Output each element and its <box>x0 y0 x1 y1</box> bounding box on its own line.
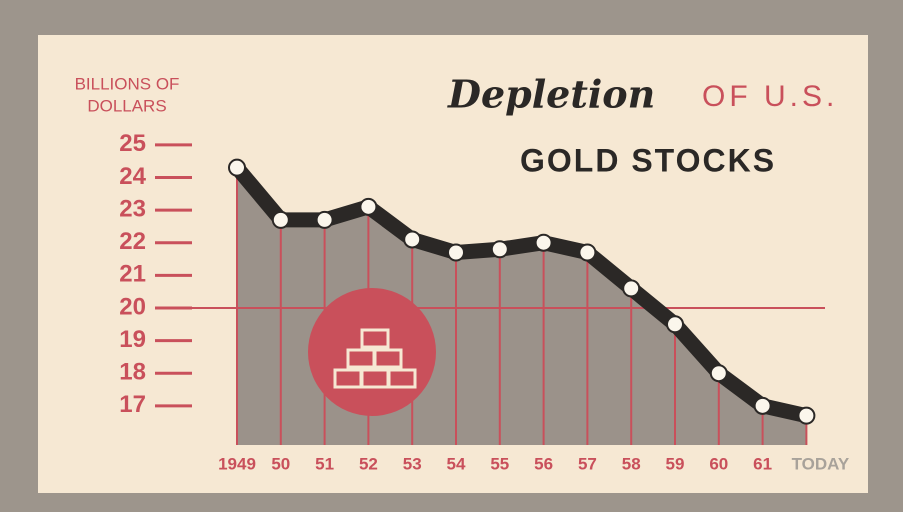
y-tick-label: 22 <box>119 228 146 255</box>
x-tick-label: TODAY <box>792 454 850 473</box>
chart: BILLIONS OF DOLLARS Depletion OF U.S. GO… <box>0 0 903 512</box>
x-tick-label: 51 <box>315 454 334 473</box>
y-axis-label: DOLLARS <box>87 96 166 115</box>
y-tick-label: 17 <box>119 391 146 418</box>
x-tick-label: 60 <box>709 454 728 473</box>
point <box>755 398 771 414</box>
point <box>667 316 683 332</box>
point <box>360 199 376 215</box>
y-axis-label: BILLIONS OF <box>75 74 180 93</box>
title-main: GOLD STOCKS <box>520 142 776 178</box>
title-script: Depletion <box>447 72 655 117</box>
emblem-disc <box>308 288 436 416</box>
x-tick-label: 1949 <box>218 454 256 473</box>
y-tick-label: 18 <box>119 359 146 386</box>
point <box>579 245 595 261</box>
y-tick-label: 19 <box>119 326 146 353</box>
y-tick-label: 20 <box>119 293 146 320</box>
y-tick-label: 23 <box>119 195 146 222</box>
x-tick-label: 54 <box>447 454 466 473</box>
point <box>317 212 333 228</box>
x-tick-label: 59 <box>666 454 685 473</box>
point <box>711 365 727 381</box>
x-tick-label: 53 <box>403 454 422 473</box>
x-tick-label: 50 <box>271 454 290 473</box>
x-tick-label: 52 <box>359 454 378 473</box>
x-tick-label: 61 <box>753 454 772 473</box>
point <box>536 235 552 251</box>
point <box>798 408 814 424</box>
point <box>404 231 420 247</box>
emblem <box>308 288 436 416</box>
y-tick-label: 24 <box>119 163 146 190</box>
y-tick-label: 25 <box>119 130 146 157</box>
point <box>623 280 639 296</box>
point <box>273 212 289 228</box>
title-accent: OF U.S. <box>702 80 838 113</box>
point <box>229 160 245 176</box>
x-tick-label: 58 <box>622 454 641 473</box>
x-tick-label: 56 <box>534 454 553 473</box>
x-tick-label: 57 <box>578 454 597 473</box>
point <box>448 245 464 261</box>
x-tick-label: 55 <box>490 454 509 473</box>
y-tick-label: 21 <box>119 261 146 288</box>
point <box>492 241 508 257</box>
